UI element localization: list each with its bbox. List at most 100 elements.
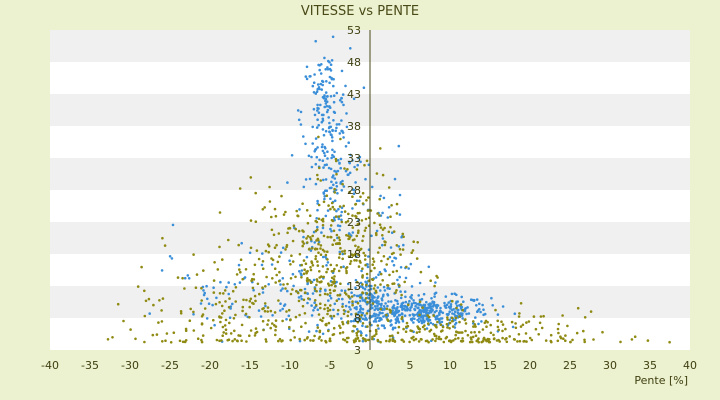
data-point bbox=[296, 109, 300, 112]
y-tick-label: 3 bbox=[354, 344, 361, 357]
data-point bbox=[251, 301, 254, 305]
data-point bbox=[540, 326, 544, 330]
data-point bbox=[386, 293, 389, 296]
data-point bbox=[489, 323, 493, 327]
data-point bbox=[314, 257, 317, 261]
data-point bbox=[342, 103, 345, 107]
data-point bbox=[427, 315, 431, 319]
data-point bbox=[303, 338, 307, 342]
data-point bbox=[289, 292, 293, 296]
data-point bbox=[381, 234, 384, 237]
data-point bbox=[321, 255, 325, 259]
data-point bbox=[326, 235, 330, 239]
data-point bbox=[582, 329, 585, 333]
data-point bbox=[301, 240, 305, 243]
data-point bbox=[341, 331, 345, 334]
data-point bbox=[258, 292, 261, 296]
data-point bbox=[511, 325, 515, 329]
data-point bbox=[229, 332, 233, 335]
data-point bbox=[407, 267, 411, 270]
data-point bbox=[340, 289, 344, 292]
data-point bbox=[308, 75, 312, 78]
data-point bbox=[426, 319, 430, 322]
data-point bbox=[322, 97, 326, 100]
data-point bbox=[266, 310, 270, 313]
y-tick-label: 18 bbox=[347, 248, 361, 261]
data-point bbox=[377, 273, 380, 277]
data-point bbox=[508, 335, 512, 338]
data-point bbox=[340, 100, 344, 104]
data-point bbox=[592, 338, 595, 341]
data-point bbox=[326, 108, 330, 112]
data-point bbox=[192, 253, 195, 256]
data-point bbox=[338, 238, 342, 242]
data-point bbox=[460, 295, 464, 299]
data-point bbox=[366, 325, 369, 328]
data-point bbox=[303, 268, 306, 272]
data-point bbox=[414, 301, 417, 305]
data-point bbox=[345, 293, 348, 296]
data-point bbox=[348, 305, 351, 309]
data-point bbox=[336, 192, 339, 195]
data-point bbox=[329, 263, 333, 267]
data-point bbox=[549, 339, 553, 343]
data-point bbox=[286, 231, 289, 235]
data-point bbox=[328, 337, 332, 341]
data-point bbox=[337, 217, 341, 221]
data-point bbox=[365, 312, 369, 315]
data-point bbox=[301, 202, 304, 205]
data-point bbox=[383, 289, 387, 292]
data-point bbox=[338, 228, 341, 232]
data-point bbox=[238, 281, 242, 284]
data-point bbox=[338, 331, 342, 335]
data-point bbox=[328, 125, 331, 129]
data-point bbox=[310, 165, 314, 169]
data-point bbox=[192, 313, 195, 316]
data-point bbox=[347, 212, 350, 216]
data-point bbox=[381, 237, 385, 240]
data-point bbox=[263, 302, 267, 305]
data-point bbox=[523, 339, 526, 343]
data-point bbox=[337, 236, 341, 239]
data-point bbox=[455, 330, 458, 334]
data-point bbox=[333, 150, 336, 154]
data-point bbox=[325, 80, 328, 83]
data-point bbox=[407, 303, 410, 307]
data-point bbox=[316, 146, 319, 149]
data-point bbox=[378, 223, 382, 226]
data-point bbox=[289, 318, 292, 322]
data-point bbox=[316, 208, 319, 212]
data-point bbox=[417, 306, 420, 310]
data-point bbox=[354, 286, 357, 290]
data-point bbox=[355, 234, 359, 238]
data-point bbox=[359, 195, 362, 199]
data-point bbox=[227, 281, 230, 284]
data-point bbox=[498, 340, 502, 343]
data-point bbox=[328, 186, 332, 190]
data-point bbox=[364, 263, 367, 267]
data-point bbox=[359, 308, 362, 312]
data-point bbox=[355, 168, 359, 171]
data-point bbox=[273, 324, 276, 327]
data-point bbox=[329, 304, 332, 307]
data-point bbox=[516, 340, 519, 343]
data-point bbox=[289, 263, 292, 266]
data-point bbox=[537, 333, 540, 336]
data-point bbox=[357, 156, 360, 160]
data-point bbox=[338, 132, 342, 135]
data-point bbox=[331, 205, 335, 209]
data-point bbox=[294, 227, 298, 231]
data-point bbox=[417, 340, 421, 343]
data-point bbox=[140, 265, 143, 269]
data-point bbox=[317, 111, 321, 114]
data-point bbox=[351, 303, 354, 307]
data-point bbox=[334, 159, 338, 163]
data-point bbox=[375, 332, 378, 336]
data-point bbox=[286, 181, 289, 184]
data-point bbox=[501, 329, 504, 333]
data-point bbox=[218, 245, 221, 249]
data-point bbox=[316, 118, 319, 121]
data-point bbox=[223, 324, 227, 327]
data-point bbox=[299, 288, 302, 292]
data-point bbox=[324, 323, 328, 327]
